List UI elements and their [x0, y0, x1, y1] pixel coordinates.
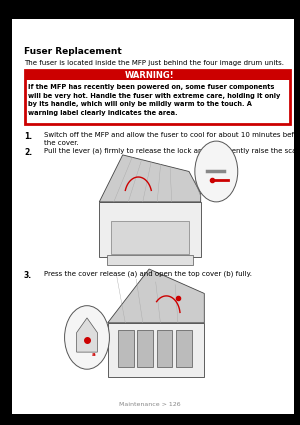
Polygon shape — [108, 269, 204, 323]
FancyBboxPatch shape — [118, 330, 134, 367]
FancyBboxPatch shape — [99, 202, 201, 257]
Polygon shape — [77, 318, 98, 352]
Text: Maintenance > 126: Maintenance > 126 — [119, 402, 181, 407]
Polygon shape — [99, 155, 201, 202]
FancyBboxPatch shape — [12, 19, 294, 414]
Text: 2.: 2. — [24, 148, 32, 157]
FancyBboxPatch shape — [176, 330, 191, 367]
Text: 3.: 3. — [24, 271, 32, 280]
Text: a: a — [92, 352, 96, 357]
Text: The fuser is located inside the MFP just behind the four image drum units.: The fuser is located inside the MFP just… — [24, 60, 284, 65]
FancyBboxPatch shape — [137, 330, 153, 367]
FancyBboxPatch shape — [25, 70, 290, 80]
Circle shape — [64, 306, 110, 369]
Text: If the MFP has recently been powered on, some fuser components
will be very hot.: If the MFP has recently been powered on,… — [28, 84, 281, 116]
FancyBboxPatch shape — [111, 221, 189, 255]
Text: Fuser Replacement: Fuser Replacement — [24, 47, 122, 56]
Text: 1.: 1. — [24, 132, 32, 141]
Text: Pull the lever (a) firmly to release the lock and then gently raise the scanner : Pull the lever (a) firmly to release the… — [44, 148, 300, 154]
Text: Press the cover release (a) and open the top cover (b) fully.: Press the cover release (a) and open the… — [44, 271, 251, 278]
FancyBboxPatch shape — [108, 323, 204, 377]
Circle shape — [195, 141, 238, 202]
Text: Switch off the MFP and allow the fuser to cool for about 10 minutes before openi: Switch off the MFP and allow the fuser t… — [44, 132, 300, 146]
FancyBboxPatch shape — [157, 330, 172, 367]
Text: WARNING!: WARNING! — [125, 71, 175, 79]
FancyBboxPatch shape — [25, 70, 290, 124]
FancyBboxPatch shape — [107, 255, 193, 265]
